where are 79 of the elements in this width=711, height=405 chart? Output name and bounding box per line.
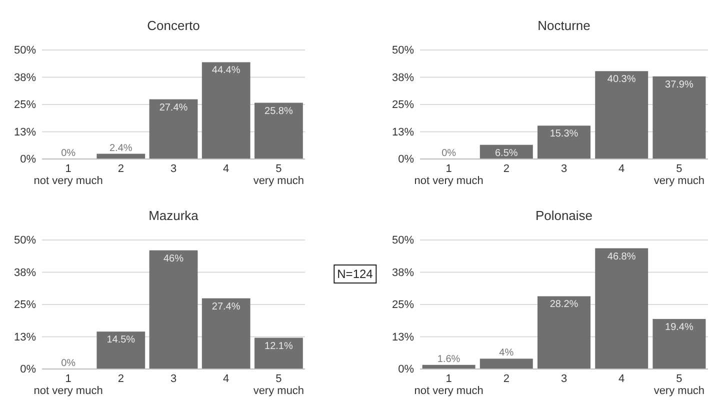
x-tick-label: 1 not very much bbox=[414, 373, 484, 397]
y-tick-label: 38% bbox=[14, 266, 36, 279]
x-tick-label: 2 bbox=[503, 163, 510, 175]
y-tick-label: 38% bbox=[14, 72, 36, 84]
x-tick-label: 5 very much bbox=[253, 373, 304, 397]
data-label: 15.3% bbox=[550, 128, 578, 140]
y-tick-label: 25% bbox=[14, 99, 36, 112]
data-label: 46.8% bbox=[607, 251, 636, 262]
y-tick-label: 50% bbox=[392, 44, 414, 57]
x-tick-label: 1 not very much bbox=[414, 163, 484, 187]
bar bbox=[254, 338, 303, 369]
y-tick-label: 13% bbox=[392, 126, 414, 138]
bar bbox=[149, 250, 198, 369]
x-tick-label: 4 bbox=[223, 163, 230, 175]
data-label: 0% bbox=[61, 148, 76, 159]
bar bbox=[538, 126, 590, 159]
data-label: 6.5% bbox=[495, 148, 518, 159]
data-label: 12.1% bbox=[264, 340, 293, 352]
x-tick-label: 2 bbox=[118, 163, 124, 175]
y-tick-label: 13% bbox=[392, 331, 414, 344]
x-tick-label: 2 bbox=[118, 373, 124, 385]
y-tick-label: 0% bbox=[398, 364, 414, 376]
data-label: 14.5% bbox=[106, 334, 136, 346]
bar bbox=[595, 71, 648, 159]
x-tick-label: 4 bbox=[618, 373, 625, 385]
y-tick-label: 0% bbox=[20, 364, 36, 376]
x-tick-label: 3 bbox=[170, 373, 177, 385]
y-tick-label: 50% bbox=[14, 234, 36, 247]
bar bbox=[538, 296, 590, 369]
x-tick-label: 1 not very much bbox=[34, 373, 103, 397]
data-label: 1.6% bbox=[437, 354, 460, 365]
data-label: 0% bbox=[61, 358, 76, 369]
chart-title: Mazurka bbox=[148, 208, 200, 223]
y-tick-label: 25% bbox=[14, 299, 36, 312]
x-tick-label: 3 bbox=[560, 373, 568, 385]
text: N=124 bbox=[337, 267, 374, 281]
y-tick-label: 13% bbox=[14, 126, 36, 138]
y-tick-label: 0% bbox=[20, 154, 36, 166]
data-label: 28.2% bbox=[550, 299, 578, 310]
bar bbox=[652, 318, 706, 369]
chart-title: Concerto bbox=[147, 18, 200, 33]
chart-title: Polonaise bbox=[535, 208, 593, 223]
data-label: 46% bbox=[163, 253, 184, 264]
x-tick-label: 3 bbox=[560, 163, 568, 175]
y-tick-label: 50% bbox=[392, 234, 414, 247]
data-label: 25.8% bbox=[264, 106, 293, 117]
y-tick-label: 25% bbox=[392, 299, 414, 312]
x-tick-label: 4 bbox=[223, 373, 230, 385]
data-label: 40.3% bbox=[607, 74, 636, 86]
y-tick-label: 38% bbox=[392, 266, 414, 279]
x-tick-label: 5 very much bbox=[654, 373, 705, 397]
bar bbox=[652, 76, 706, 159]
x-tick-label: 5 very much bbox=[654, 163, 705, 187]
bar bbox=[96, 332, 146, 369]
y-tick-label: 38% bbox=[392, 72, 414, 84]
data-label: 44.4% bbox=[212, 65, 240, 76]
chart-title: Nocturne bbox=[538, 18, 590, 33]
data-label: 19.4% bbox=[665, 322, 694, 333]
bar bbox=[149, 99, 198, 159]
bar bbox=[202, 62, 250, 159]
y-tick-label: 13% bbox=[14, 331, 36, 344]
data-label: 27.4% bbox=[212, 301, 240, 312]
bar bbox=[202, 298, 250, 369]
x-tick-label: 5 very much bbox=[253, 163, 304, 187]
x-tick-label: 2 bbox=[503, 373, 510, 385]
y-tick-label: 25% bbox=[392, 99, 414, 112]
y-tick-label: 50% bbox=[14, 44, 36, 57]
bar bbox=[480, 358, 533, 369]
x-tick-label: 1 not very much bbox=[34, 163, 103, 187]
data-label: 0% bbox=[442, 148, 456, 159]
y-tick-label: 0% bbox=[398, 154, 414, 166]
bar bbox=[595, 248, 648, 369]
data-label: 37.9% bbox=[665, 79, 694, 90]
x-tick-label: 4 bbox=[618, 163, 625, 175]
data-label: 2.4% bbox=[110, 142, 132, 154]
data-label: 4% bbox=[499, 348, 514, 359]
x-tick-label: 3 bbox=[170, 163, 177, 175]
bar bbox=[254, 102, 303, 159]
data-label: 27.4% bbox=[159, 102, 188, 114]
